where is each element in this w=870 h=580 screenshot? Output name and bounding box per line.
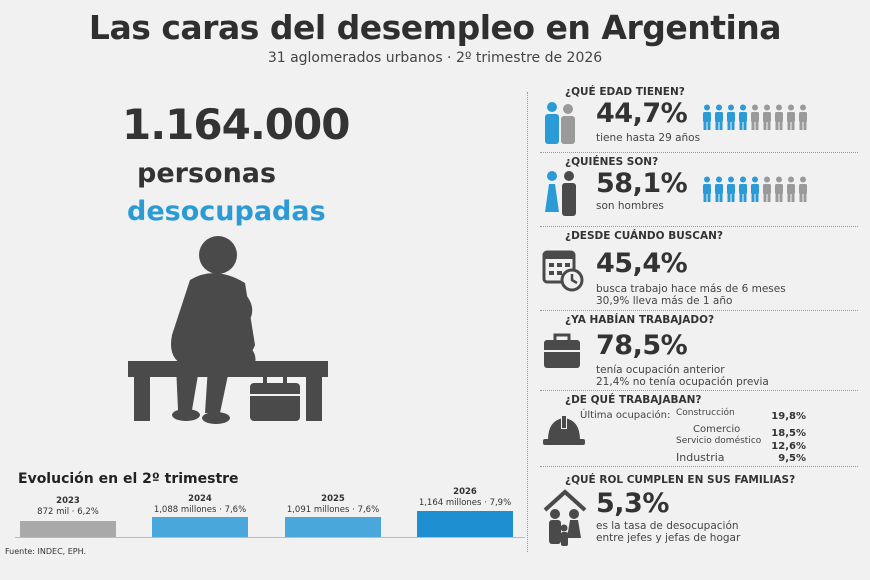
- section-since-title: ¿DESDE CUÁNDO BUSCAN?: [565, 230, 724, 242]
- person-icon: [703, 176, 711, 202]
- two-people-icon: [545, 102, 575, 144]
- briefcase-icon: [544, 333, 580, 368]
- year-value: 872 mil · 6,2%: [37, 507, 99, 517]
- year-value: 1,088 millones · 7,6%: [153, 505, 247, 515]
- year-value: 1,164 millones · 7,9%: [418, 498, 512, 508]
- year-label: 2024: [188, 494, 212, 504]
- year-label: 2025: [321, 494, 345, 504]
- person-icon: [727, 104, 735, 130]
- page-subtitle: 31 aglomerados urbanos · 2º trimestre de…: [267, 50, 603, 66]
- page-title: Las caras del desempleo en Argentina: [88, 8, 782, 47]
- occupation-item-value: 19,8%: [771, 411, 806, 422]
- section-who-desc: son hombres: [596, 200, 664, 212]
- section-age-title: ¿QUÉ EDAD TIENEN?: [565, 86, 685, 98]
- section-since: ¿DESDE CUÁNDO BUSCAN? 45,4% busca trabaj…: [540, 230, 858, 311]
- person-icon: [799, 104, 807, 130]
- hard-hat-icon: [543, 415, 585, 445]
- section-since-desc1: busca trabajo hace más de 6 meses: [596, 283, 786, 295]
- section-worked-percent: 78,5%: [596, 330, 688, 361]
- evolution-title: Evolución en el 2º trimestre: [18, 471, 239, 487]
- section-who-percent: 58,1%: [596, 168, 688, 199]
- person-icon: [775, 176, 783, 202]
- occupation-item-name: Comercio: [693, 424, 741, 435]
- person-icon: [775, 104, 783, 130]
- evolution-year-2025: 2025 1,091 millones · 7,6%: [285, 492, 381, 537]
- year-bar: [152, 517, 248, 537]
- occupation-item-name: Servicio doméstico: [676, 436, 762, 446]
- family-house-icon: [543, 489, 587, 546]
- person-icon: [763, 176, 771, 202]
- occupation-item-name: Industria: [676, 451, 725, 464]
- year-label: 2026: [453, 487, 477, 497]
- evolution-year-2023: 2023 872 mil · 6,2%: [20, 494, 116, 537]
- person-icon: [715, 176, 723, 202]
- section-worked-desc1: tenía ocupación anterior: [596, 364, 725, 376]
- section-family: ¿QUÉ ROL CUMPLEN EN SUS FAMILIAS? 5,3% e…: [540, 474, 858, 554]
- section-age-percent: 44,7%: [596, 98, 688, 129]
- section-since-percent: 45,4%: [596, 248, 688, 279]
- section-who-title: ¿QUIÉNES SON?: [565, 156, 659, 168]
- occupation-label: Última ocupación:: [580, 410, 671, 421]
- section-who: ¿QUIÉNES SON? 58,1% son hombres: [540, 156, 858, 227]
- headline-line1: personas: [137, 158, 277, 189]
- person-icon: [751, 176, 759, 202]
- person-icon: [739, 176, 747, 202]
- section-family-desc1: es la tasa de desocupación: [596, 520, 739, 532]
- year-bar: [285, 517, 381, 537]
- year-value: 1,091 millones · 7,6%: [286, 505, 380, 515]
- occupation-item-value: 12,6%: [771, 441, 806, 452]
- headline-number: 1.164.000: [122, 100, 350, 149]
- person-icon: [763, 104, 771, 130]
- section-worked: ¿YA HABÍAN TRABAJADO? 78,5% tenía ocupac…: [540, 314, 858, 391]
- section-worked-title: ¿YA HABÍAN TRABAJADO?: [565, 314, 715, 326]
- person-icon: [787, 104, 795, 130]
- headline-line2: desocupadas: [127, 196, 326, 227]
- section-family-title: ¿QUÉ ROL CUMPLEN EN SUS FAMILIAS?: [565, 474, 796, 486]
- section-age: ¿QUÉ EDAD TIENEN? 44,7% tiene hasta 29 a…: [540, 86, 858, 153]
- section-age-desc: tiene hasta 29 años: [596, 132, 701, 144]
- woman-man-icon: [545, 171, 576, 216]
- section-family-percent: 5,3%: [596, 488, 669, 519]
- section-worked-desc2: 21,4% no tenía ocupación previa: [596, 376, 769, 388]
- evolution-year-2026: 2026 1,164 millones · 7,9%: [417, 485, 513, 537]
- section-since-desc2: 30,9% lleva más de 1 año: [596, 295, 733, 307]
- occupation-item-value: 18,5%: [771, 428, 806, 439]
- year-label: 2023: [56, 496, 80, 506]
- person-icon: [739, 104, 747, 130]
- occupation-item-value: 9,5%: [778, 453, 806, 464]
- section-occupation: ¿DE QUÉ TRABAJABAN? Última ocupación: Co…: [540, 394, 858, 467]
- occupation-item-name: Construcción: [676, 408, 735, 418]
- person-icon: [703, 104, 711, 130]
- evolution-baseline: [15, 537, 525, 538]
- year-bar: [417, 511, 513, 537]
- calendar-clock-icon: [542, 250, 584, 292]
- person-icon: [715, 104, 723, 130]
- year-bar: [20, 521, 116, 537]
- who-people-pictogram: [702, 176, 808, 202]
- age-people-pictogram: [702, 104, 808, 130]
- person-icon: [799, 176, 807, 202]
- unemployed-person-illustration: [128, 236, 328, 424]
- source-note: Fuente: INDEC, EPH.: [5, 547, 87, 556]
- evolution-year-2024: 2024 1,088 millones · 7,6%: [152, 492, 248, 537]
- column-divider: [527, 92, 528, 552]
- person-icon: [787, 176, 795, 202]
- section-family-desc2: entre jefes y jefas de hogar: [596, 532, 741, 544]
- person-icon: [727, 176, 735, 202]
- section-occupation-title: ¿DE QUÉ TRABAJABAN?: [565, 394, 702, 406]
- person-icon: [751, 104, 759, 130]
